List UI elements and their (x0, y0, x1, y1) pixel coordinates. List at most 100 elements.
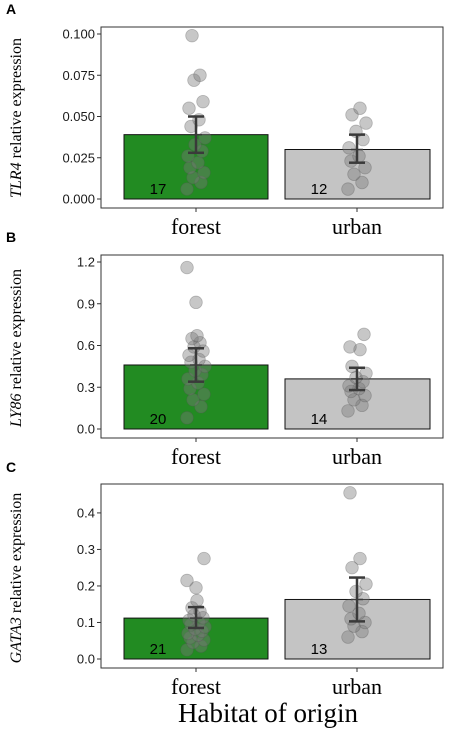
data-point-forest (198, 131, 212, 145)
data-point-urban (347, 619, 361, 633)
y-tick-label: 0.6 (77, 338, 95, 353)
data-point-forest (190, 593, 204, 608)
chart-panel-a: A TLR4 relative expression 0.000 0.025 0.050… (6, 1, 444, 239)
data-point-urban (345, 560, 359, 575)
data-point-urban (357, 327, 371, 342)
data-point-forest (180, 573, 194, 588)
y-axis-label-text: relative expression (8, 493, 25, 617)
n-label-urban: 14 (311, 411, 328, 428)
data-point-forest (185, 28, 199, 43)
data-point-forest (197, 387, 211, 401)
plot-frame (100, 254, 444, 439)
y-tick-label: 0.1 (77, 615, 95, 630)
y-axis-label: TLR4 relative expression (8, 38, 25, 198)
data-point-urban (359, 366, 373, 381)
n-label-urban: 13 (311, 641, 328, 658)
data-point-urban (353, 551, 367, 566)
data-point-forest (194, 400, 208, 414)
y-tick-label: 0.9 (77, 296, 95, 311)
data-point-urban (343, 340, 357, 354)
data-point-urban (347, 167, 361, 181)
data-point-forest (193, 68, 207, 82)
data-point-urban (355, 175, 369, 190)
data-point-forest (186, 635, 200, 650)
data-point-forest (180, 643, 194, 657)
x-category-label: forest (171, 214, 221, 239)
plot-frame (100, 26, 444, 209)
data-point-urban (353, 101, 367, 115)
data-point-forest (189, 581, 203, 595)
data-point-urban (344, 384, 358, 399)
y-axis-label-text: relative expression (8, 269, 25, 393)
y-tick-label: 1.2 (77, 255, 95, 270)
y-axis-label-gene: GATA3 (8, 617, 25, 663)
y-tick-label: 0.100 (62, 27, 95, 42)
data-point-urban (342, 141, 356, 155)
data-point-forest (186, 393, 200, 407)
n-label-forest: 21 (150, 641, 167, 658)
data-point-urban (341, 630, 355, 644)
y-tick-label: 0.3 (77, 542, 95, 557)
y-axis-label-gene: LY86 (8, 393, 25, 427)
data-point-forest (189, 295, 203, 310)
n-label-forest: 17 (150, 181, 167, 198)
data-point-forest (190, 329, 204, 343)
data-point-forest (185, 331, 199, 346)
data-point-forest (183, 160, 197, 175)
data-point-forest (180, 411, 194, 425)
panel-letter: B (6, 229, 16, 245)
data-point-forest (197, 633, 211, 647)
y-axis-label: LY86 relative expression (8, 269, 25, 428)
y-axis-label-text: relative expression (8, 38, 25, 162)
data-point-forest (183, 631, 197, 645)
data-point-urban (345, 108, 359, 122)
y-tick-label: 0.0 (77, 422, 95, 437)
data-point-forest (197, 551, 211, 566)
data-point-forest (191, 155, 205, 170)
data-point-forest (180, 260, 194, 275)
plot-frame (100, 483, 444, 669)
y-tick-label: 0.075 (62, 68, 95, 83)
panel-letter: A (6, 1, 16, 17)
y-tick-label: 0.050 (62, 109, 95, 124)
data-point-forest (198, 359, 212, 374)
chart-panel-c: C GATA3 relative expression 0.0 0.1 0.2 0.3 0.… (6, 459, 444, 699)
y-tick-label: 0.025 (62, 150, 95, 165)
n-label-forest: 20 (150, 411, 167, 428)
x-category-label: urban (332, 444, 382, 469)
y-tick-label: 0.0 (77, 652, 95, 667)
x-category-label: urban (332, 214, 382, 239)
n-label-urban: 12 (311, 181, 328, 198)
y-axis-label: GATA3 relative expression (8, 493, 25, 664)
x-category-label: forest (171, 674, 221, 699)
data-point-urban (355, 624, 369, 639)
data-point-urban (342, 599, 356, 613)
data-point-urban (347, 393, 361, 407)
y-axis-label-gene: TLR4 (8, 162, 25, 198)
data-point-urban (358, 160, 372, 175)
data-point-forest (197, 165, 211, 180)
data-point-forest (194, 175, 208, 190)
data-point-urban (359, 116, 373, 130)
y-tick-label: 0.000 (62, 192, 95, 207)
data-point-forest (184, 119, 198, 134)
y-tick-label: 0.2 (77, 578, 95, 593)
data-point-urban (353, 342, 367, 357)
data-point-forest (194, 639, 208, 653)
x-axis-title: Habitat of origin (178, 698, 358, 728)
data-point-urban (345, 359, 359, 374)
data-point-forest (180, 182, 194, 196)
data-point-urban (343, 486, 357, 500)
data-point-forest (187, 73, 201, 87)
panel-letter: C (6, 459, 16, 475)
data-point-urban (341, 182, 355, 196)
x-category-label: forest (171, 444, 221, 469)
y-tick-label: 0.3 (77, 380, 95, 395)
data-point-urban (341, 404, 355, 418)
data-point-urban (352, 149, 366, 163)
x-category-label: urban (332, 674, 382, 699)
y-tick-label: 0.4 (77, 505, 95, 520)
data-point-urban (359, 577, 373, 591)
data-point-forest (186, 170, 200, 185)
